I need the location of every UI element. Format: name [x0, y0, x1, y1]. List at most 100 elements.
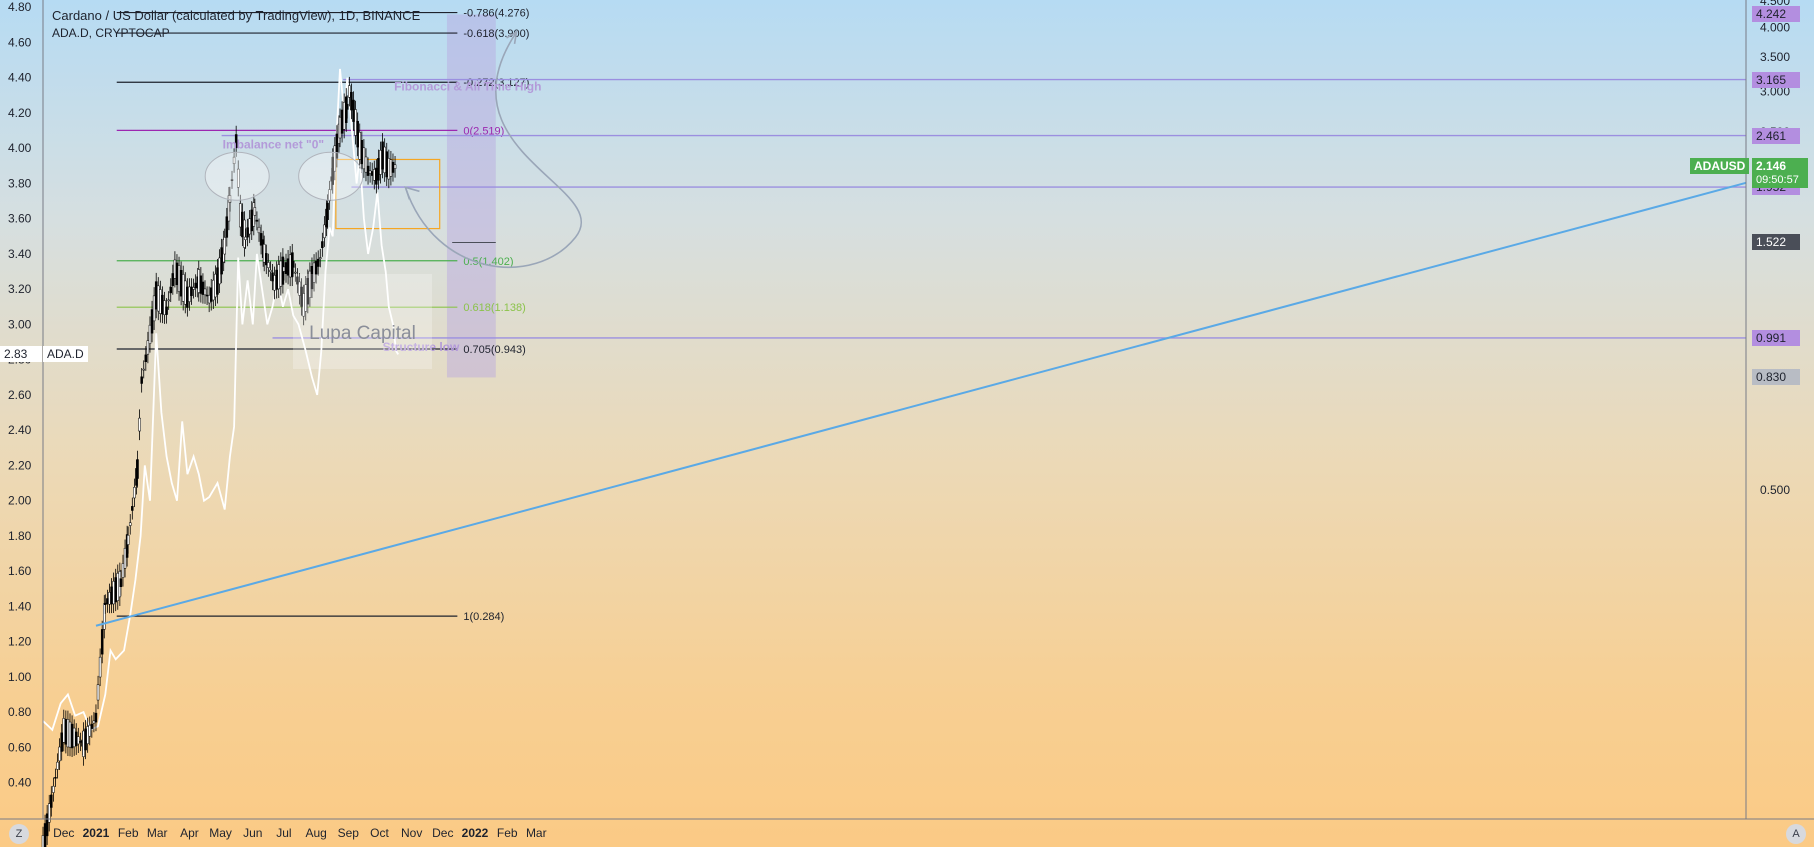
chart-subtitle: ADA.D, CRYPTOCAP: [52, 26, 170, 40]
candle-body: [197, 269, 201, 293]
candle-body: [114, 577, 117, 603]
fib-level-label: -0.618(3.900): [463, 28, 529, 40]
auto-scale-button[interactable]: A: [1786, 824, 1806, 844]
candle-body: [342, 101, 346, 130]
projection-box: [446, 14, 496, 378]
candle-body: [248, 218, 251, 235]
left-axis-tick: 1.20: [8, 635, 32, 649]
left-axis-tick: 2.40: [8, 423, 32, 437]
candle-body: [267, 262, 270, 268]
candle-body: [335, 133, 339, 159]
right-axis-tick: 4.000: [1760, 20, 1790, 34]
candle-body: [362, 147, 366, 170]
candle-body: [190, 286, 193, 297]
candle-body: [205, 294, 209, 297]
candle-body: [262, 244, 266, 263]
candle-body: [393, 164, 397, 169]
candle-body: [216, 267, 219, 295]
candle-body: [282, 266, 286, 272]
candle-body: [88, 724, 91, 737]
time-axis-label: Dec: [432, 826, 453, 840]
candle-body: [286, 258, 290, 276]
right-axis-tag: 3.165: [1752, 71, 1800, 88]
candle-body: [90, 723, 94, 729]
left-axis-tick: 1.80: [8, 529, 32, 543]
fib-level-label: 0(2.519): [463, 125, 504, 137]
time-axis-label: Oct: [370, 826, 389, 840]
candle-body: [150, 309, 154, 334]
structure-low-annotation: Structure low: [383, 340, 460, 354]
candle-body: [188, 286, 191, 302]
candle-body: [119, 578, 123, 588]
candle-body: [379, 150, 382, 175]
candle-body: [223, 237, 226, 255]
candle-body: [225, 216, 229, 238]
candle-body: [77, 736, 80, 745]
candle-body: [98, 656, 102, 678]
candle-body: [323, 224, 326, 239]
time-axis-label: Mar: [147, 826, 168, 840]
candle-body: [41, 835, 45, 847]
right-axis-tag: 0.830: [1752, 369, 1800, 386]
candle-body: [92, 720, 96, 724]
candle-body: [60, 732, 63, 752]
current-price-tag: 2.146 09:50:57: [1752, 158, 1808, 188]
candle-body: [165, 306, 168, 315]
candle-body: [126, 534, 130, 545]
candle-body: [348, 85, 351, 98]
candle-body: [340, 109, 344, 134]
candle-body: [370, 171, 374, 176]
candle-body: [253, 207, 257, 216]
left-axis-tick: 0.60: [8, 740, 32, 754]
candle-body: [271, 272, 274, 282]
candle-body: [366, 165, 370, 176]
candle-body: [52, 785, 55, 793]
candle-body: [244, 236, 247, 241]
candle-body: [377, 158, 380, 181]
timezone-button[interactable]: Z: [9, 824, 29, 844]
projection-arrow-head: [506, 30, 518, 45]
candle-body: [257, 226, 261, 234]
candle-body: [47, 803, 51, 823]
left-axis-tick: 4.80: [8, 0, 32, 14]
candle-body: [279, 260, 283, 287]
candle-body: [169, 286, 172, 294]
candle-body: [100, 629, 104, 655]
candle-body: [368, 170, 372, 174]
candle-body: [152, 295, 156, 322]
candle-body: [265, 253, 268, 266]
fib-level-label: 0.618(1.138): [463, 302, 525, 314]
left-axis-tick: 3.20: [8, 282, 32, 296]
candle-body: [146, 340, 150, 355]
candle-body: [241, 211, 244, 238]
candle-body: [163, 300, 166, 316]
candle-body: [68, 721, 72, 748]
candle-body: [108, 592, 111, 605]
candle-body: [86, 726, 89, 744]
imbalance-ellipse: [298, 151, 364, 201]
current-price-value: 2.146: [1756, 159, 1787, 173]
candle-body: [116, 572, 120, 601]
candle-body: [133, 487, 136, 499]
candle-body: [326, 202, 329, 220]
candle-body: [148, 324, 152, 344]
candle-body: [186, 286, 189, 308]
candle-body: [70, 723, 74, 749]
candle-body: [319, 257, 322, 259]
price-candles: [41, 76, 397, 847]
candle-body: [45, 813, 49, 837]
candle-body: [230, 179, 234, 181]
candle-body: [104, 602, 107, 605]
left-axis-tick: 2.20: [8, 458, 32, 472]
chart-title: Cardano / US Dollar (calculated by Tradi…: [52, 8, 421, 23]
candle-body: [50, 794, 53, 808]
left-axis-tick: 4.20: [8, 106, 32, 120]
candle-body: [236, 168, 240, 188]
candle-body: [214, 273, 217, 298]
candle-body: [159, 289, 162, 314]
fibonacci-annotation: Fibonacci & All Time High: [394, 80, 541, 94]
candle-body: [387, 158, 391, 180]
right-axis-tag: 2.461: [1752, 127, 1800, 144]
